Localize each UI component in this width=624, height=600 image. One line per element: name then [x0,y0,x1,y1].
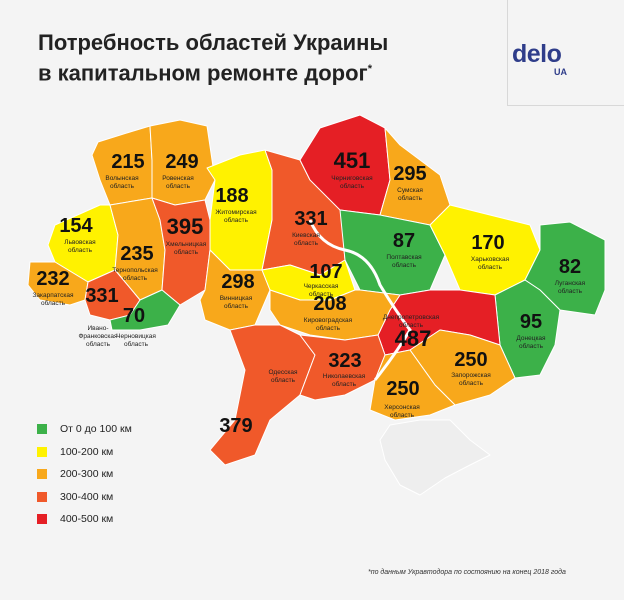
region-name-volyn: Волынская область [105,175,139,190]
region-name-khmelnytskyi: Хмельницкая область [166,241,207,256]
legend-label: 300-400 км [60,490,114,503]
legend-swatch [37,514,47,525]
region-crimea [379,419,491,496]
region-value-kirovohrad: 208 [313,293,346,315]
region-value-zaporizhzhia: 250 [454,349,487,371]
region-name-lviv: Львовская область [64,239,96,254]
region-name-kyiv: Киевская область [292,232,320,247]
region-name-ternopil: Тернопольская область [112,267,158,282]
legend-item: 100-200 км [37,441,132,464]
dnieper-river [308,219,412,381]
region-value-rivne: 249 [165,151,198,173]
region-value-sumy: 295 [393,163,426,185]
legend-item: От 0 до 100 км [37,418,132,441]
legend-swatch [37,491,47,502]
region-name-mykolaiv: Николаевская область [323,373,366,388]
region-name-kherson: Херсонская область [384,404,420,419]
region-value-odesa: 379 [219,415,252,437]
delo-logo: delo UA [512,40,582,80]
region-value-chernivtsi: 70 [123,305,145,327]
region-name-zakarpattia: Закарпатская область [32,292,74,307]
legend-label: 200-300 км [60,468,114,481]
title-asterisk: * [367,63,372,75]
legend-item: 300-400 км [37,486,132,509]
legend-label: От 0 до 100 км [60,423,132,436]
logo-word: delo [512,40,562,68]
region-name-kirovohrad: Кировоградская область [304,317,353,332]
region-value-vinnytsia: 298 [221,271,254,293]
region-value-ivano: 331 [85,285,118,307]
region-odesa[interactable] [209,324,316,466]
legend-label: 100-200 км [60,445,114,458]
region-value-dnipro: 487 [395,326,432,351]
region-value-luhansk: 82 [559,256,581,278]
region-value-chernihiv: 451 [334,148,371,173]
title-line-1: Потребность областей Украины [38,30,389,55]
region-value-zakarpattia: 232 [36,268,69,290]
legend-swatch [37,446,47,457]
region-value-volyn: 215 [111,151,144,173]
legend-swatch [37,469,47,480]
region-value-kherson: 250 [386,378,419,400]
legend-item: 400-500 км [37,508,132,531]
region-name-poltava: Полтавская область [386,254,422,269]
region-chernivtsi[interactable] [109,289,181,331]
region-value-khmelnytskyi: 395 [167,214,204,239]
logo-suffix: UA [554,67,567,77]
region-name-chernihiv: Черниговская область [331,175,373,190]
legend-item: 200-300 км [37,463,132,486]
legend-label: 400-500 км [60,513,114,526]
region-name-ivano: Ивано-Франковская область [78,325,118,348]
region-name-donetsk: Донецкая область [516,335,546,350]
region-name-odesa: Одесская область [269,369,298,384]
region-value-kyiv: 331 [294,208,327,230]
legend-swatch [37,424,47,435]
region-name-rivne: Ровенская область [162,175,194,190]
divider-horizontal [507,105,624,106]
region-value-zhytomyr: 188 [215,185,248,207]
region-name-cherkasy: Черкасская область [304,283,339,298]
region-value-mykolaiv: 323 [328,350,361,372]
region-value-poltava: 87 [393,230,415,252]
region-name-sumy: Сумская область [397,187,423,202]
region-value-kharkiv: 170 [471,232,504,254]
region-name-zaporizhzhia: Запорожская область [451,372,491,387]
map-title: Потребность областей Украины в капитальн… [38,30,478,86]
region-value-lviv: 154 [59,215,93,237]
region-zakarpattia[interactable] [27,261,89,306]
region-name-chernivtsi: Черновицкая область [116,333,156,348]
region-name-dnipro: Днепропетровская область [383,314,440,329]
region-mykolaiv[interactable] [299,334,386,401]
region-luhansk[interactable] [524,221,606,316]
footnote: *по данным Укравтодора по состоянию на к… [368,569,566,576]
divider-vertical [507,0,508,105]
region-value-ternopil: 235 [120,243,153,265]
title-line-2: в капитальном ремонте дорог* [38,56,478,86]
legend: От 0 до 100 км 100-200 км 200-300 км 300… [37,418,132,531]
title-line-2-text: в капитальном ремонте дорог [38,60,368,86]
region-name-vinnytsia: Винницкая область [220,295,253,310]
region-name-zhytomyr: Житомирская область [215,209,257,224]
region-value-cherkasy: 107 [309,261,342,283]
region-name-luhansk: Луганская область [555,280,586,295]
region-value-donetsk: 95 [520,311,542,333]
region-name-kharkiv: Харьковская область [471,256,510,271]
rivers [308,219,412,381]
